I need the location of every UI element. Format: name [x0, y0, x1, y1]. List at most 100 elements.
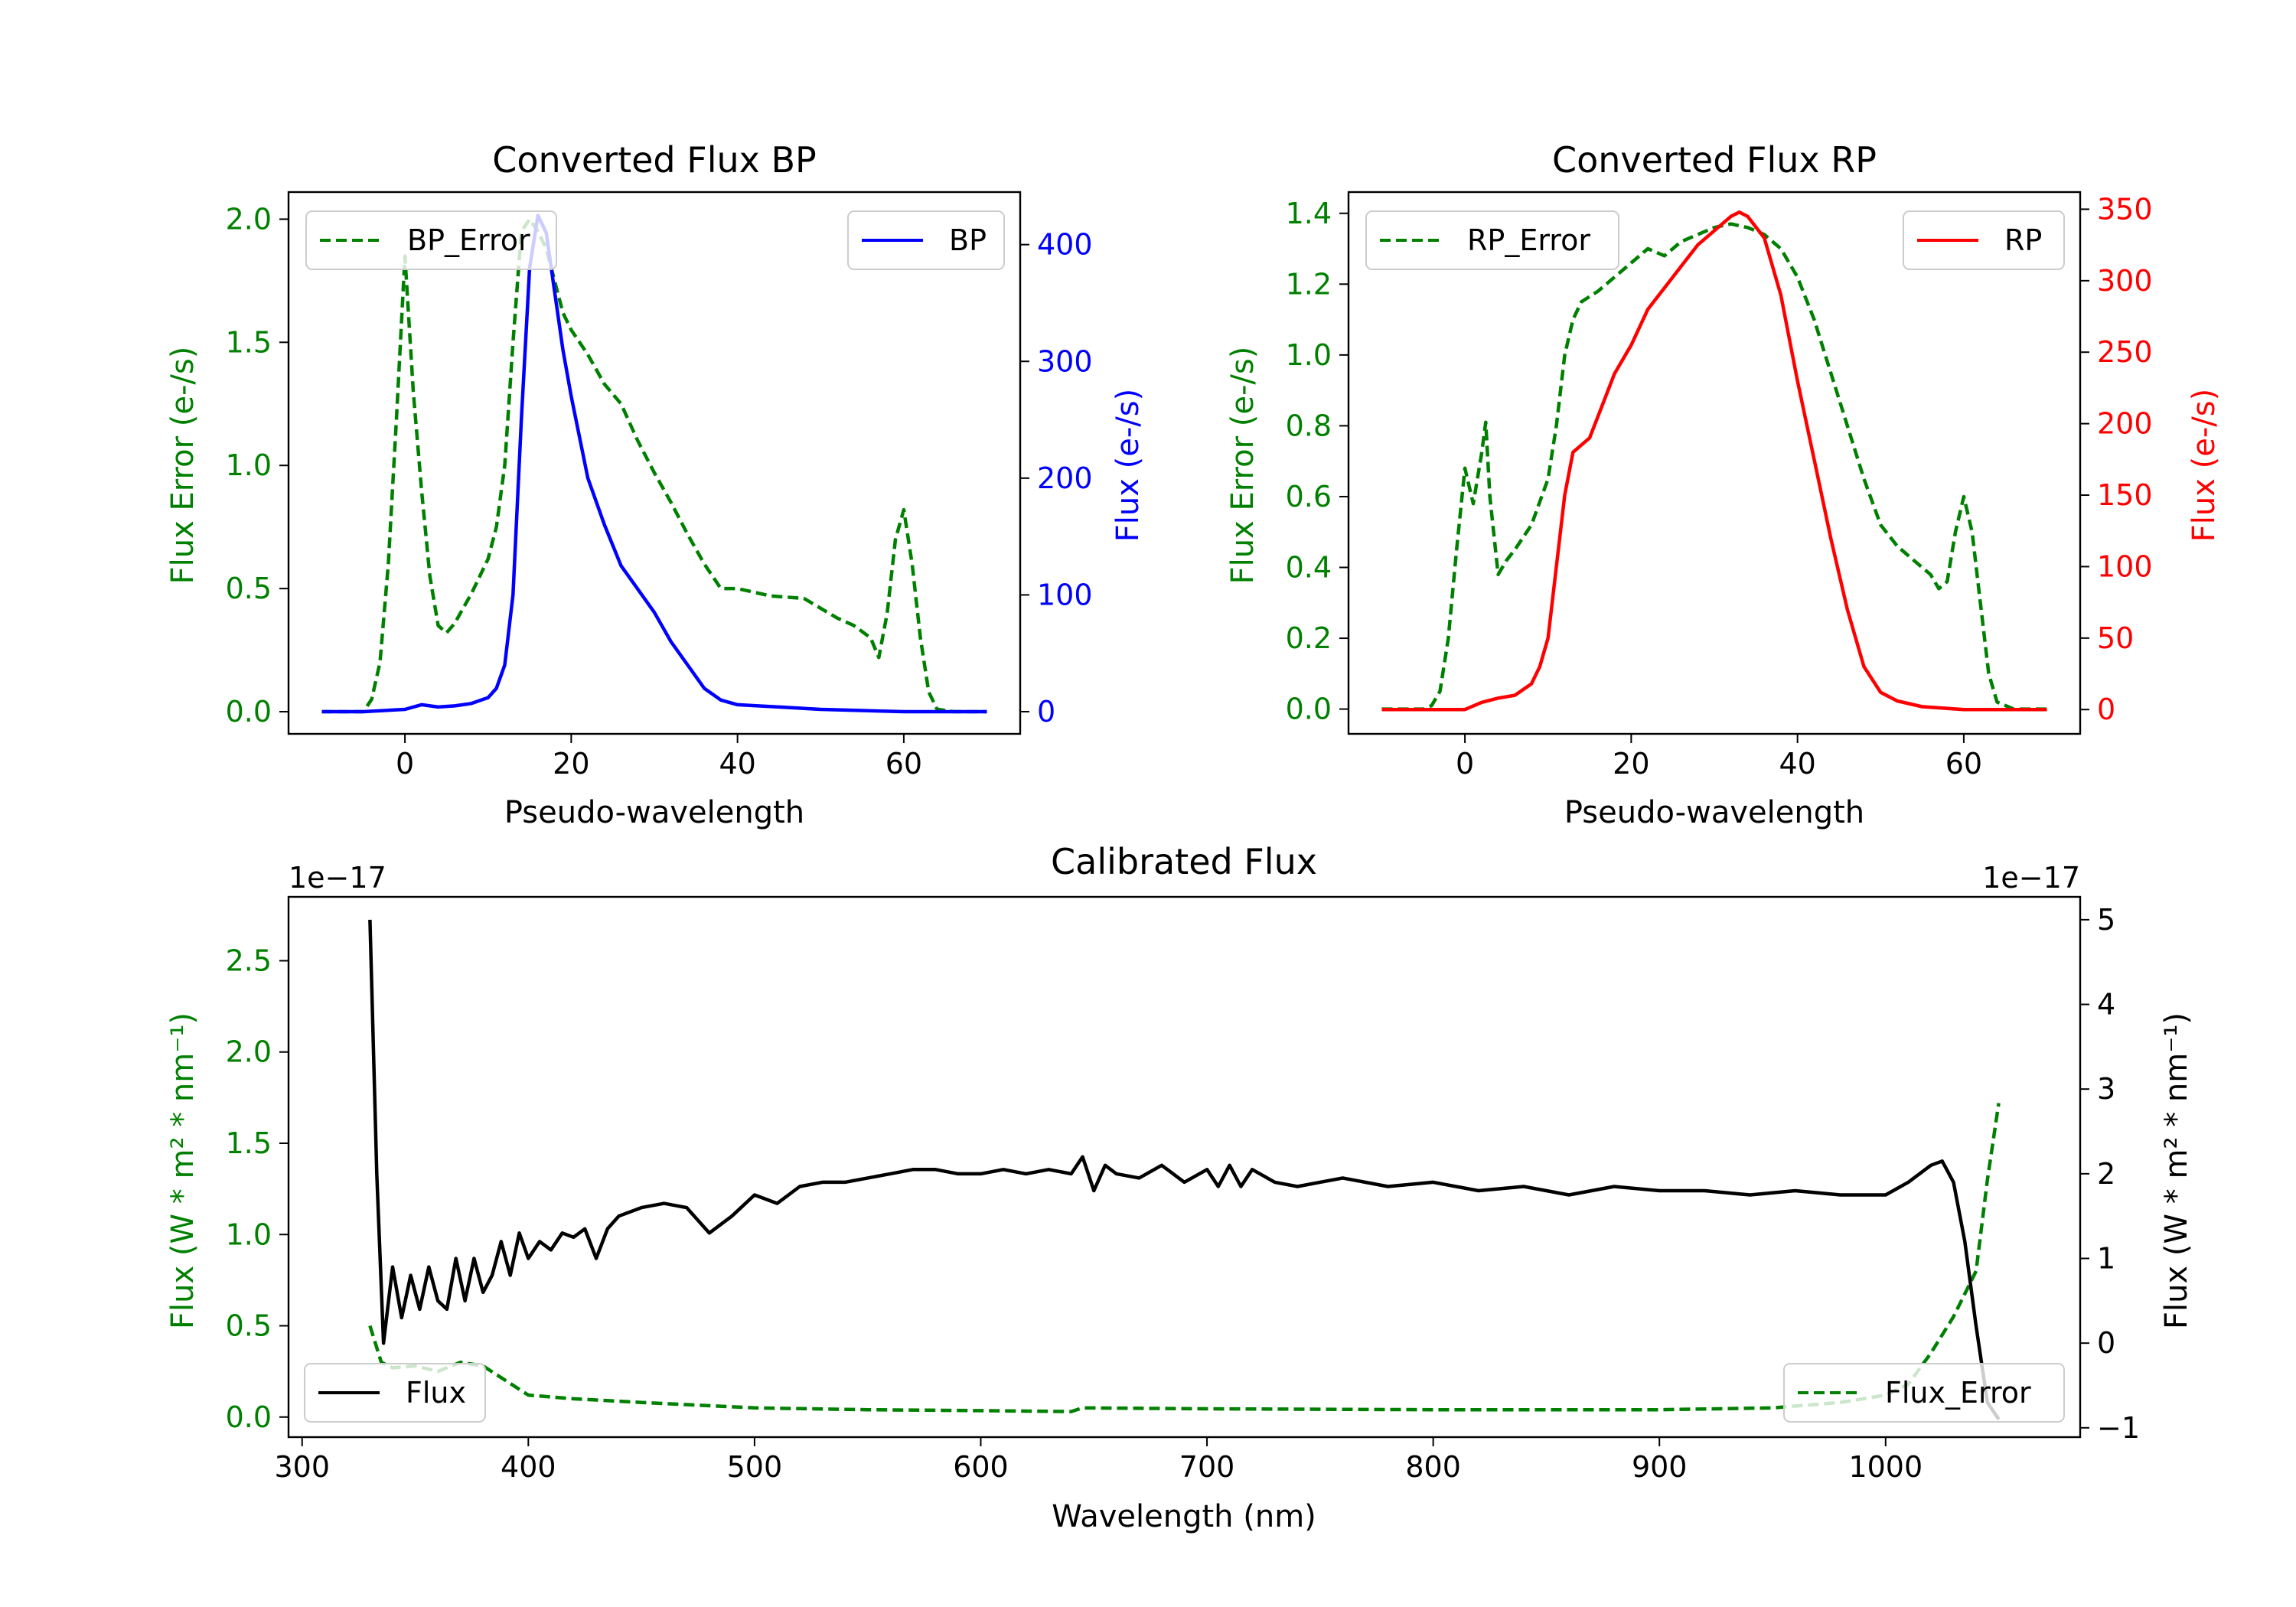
- series-line-rp-error: [1381, 222, 2047, 711]
- legend-label: Flux_Error: [1885, 1376, 2031, 1410]
- series-line-flux: [368, 919, 2001, 1421]
- x-tick-label: 0: [1456, 747, 1474, 781]
- y-tick-label-right: 100: [1037, 578, 1093, 611]
- y-tick-label-right: 1: [2097, 1242, 2115, 1276]
- legend-box: [305, 210, 557, 270]
- y-tick-label-left: 0.8: [1286, 409, 1332, 442]
- y-axis-label-right: Flux (e-/s): [2187, 389, 2222, 542]
- legend-rp-error: RP_Error: [1365, 210, 1619, 270]
- y-tick-label-left: 2.5: [226, 944, 272, 977]
- legend-rp: RP: [1903, 210, 2065, 270]
- series-line-rp: [1381, 210, 2047, 712]
- y-tick-label-left: 1.0: [1286, 338, 1332, 372]
- y-tick-label-left: 0.6: [1286, 480, 1332, 513]
- y-tick-label-right: 0: [2097, 1326, 2115, 1360]
- tick-layer: 0 20 40 60 0.0 0.2 0.4 0.6 0.8 1.0 1.2 1.4 0 50 100 150…: [1286, 192, 2153, 781]
- y-tick-label-right: 3: [2097, 1072, 2115, 1106]
- x-tick-label: 20: [553, 747, 589, 781]
- y-tick-label-right: 300: [2097, 264, 2153, 298]
- y-tick-label-right: 300: [1037, 344, 1093, 378]
- line-layer: [1381, 210, 2047, 712]
- x-tick-label: 20: [1613, 747, 1649, 781]
- y-tick-label-left: 0.5: [226, 572, 272, 605]
- panel-converted-flux-rp: Converted Flux RP Pseudo-wavelength Flux…: [1225, 139, 2222, 830]
- y-axis-label-right: Flux (W * m² * nm⁻¹): [2159, 1012, 2194, 1329]
- x-tick-label: 800: [1405, 1450, 1461, 1484]
- legend-label: BP_Error: [407, 223, 530, 257]
- offset-text-right: 1e−17: [1982, 861, 2080, 895]
- y-tick-label-left: 1.5: [226, 1126, 272, 1160]
- y-tick-label-right: 0: [1037, 695, 1055, 729]
- legend-label: Flux: [406, 1376, 466, 1410]
- y-tick-label-right: 50: [2097, 621, 2134, 655]
- y-axis-label-right: Flux (e-/s): [1110, 389, 1146, 542]
- y-tick-label-right: 100: [2097, 549, 2153, 583]
- y-tick-label-right: −1: [2097, 1411, 2140, 1445]
- x-axis-label: Pseudo-wavelength: [1564, 795, 1864, 830]
- legend-label: RP: [2004, 223, 2042, 257]
- plot-frame: [1347, 191, 2082, 735]
- y-tick-label-left: 1.0: [226, 1217, 272, 1251]
- tick-layer: 0 20 40 60 0.0 0.5 1.0 1.5 2.0 0 100 200 300 400: [226, 202, 1093, 781]
- x-tick-label: 900: [1632, 1450, 1688, 1484]
- y-tick-label-right: 5: [2097, 903, 2115, 937]
- legend-box: [304, 1363, 486, 1423]
- offset-text-left: 1e−17: [289, 861, 386, 895]
- legend-label: RP_Error: [1467, 223, 1590, 257]
- y-axis-label-left: Flux Error (e-/s): [165, 347, 201, 585]
- x-tick-label: 60: [1945, 747, 1982, 781]
- line-layer: [321, 214, 987, 714]
- y-tick-label-left: 2.0: [226, 202, 272, 236]
- series-line-bp: [321, 214, 987, 714]
- legend-bp-error: BP_Error: [305, 210, 557, 270]
- y-tick-label-left: 0.2: [1286, 621, 1332, 655]
- x-tick-label: 0: [396, 747, 414, 781]
- y-tick-label-left: 0.0: [226, 695, 272, 729]
- y-tick-label-left: 1.5: [226, 325, 272, 359]
- legend-flux-error: Flux_Error: [1783, 1363, 2065, 1423]
- legend-bp: BP: [847, 210, 1005, 270]
- y-tick-label-left: 2.0: [226, 1035, 272, 1069]
- legend-box: [1903, 210, 2065, 270]
- y-axis-label-left: Flux (W * m² * nm⁻¹): [165, 1012, 201, 1329]
- chart-title: Calibrated Flux: [1051, 841, 1317, 882]
- y-tick-label-right: 2: [2097, 1157, 2115, 1191]
- x-tick-label: 700: [1179, 1450, 1235, 1484]
- chart-title: Converted Flux RP: [1552, 139, 1877, 181]
- y-tick-label-left: 1.2: [1286, 267, 1332, 301]
- y-tick-label-right: 350: [2097, 192, 2153, 226]
- x-tick-label: 40: [1779, 747, 1815, 781]
- y-tick-label-right: 200: [1037, 461, 1093, 495]
- chart-title: Converted Flux BP: [492, 139, 817, 181]
- tick-layer: 300 400 500 600 700 800 900 1000 0.0 0.5 1.0 1.5 2.0…: [226, 903, 2140, 1484]
- y-axis-label-left: Flux Error (e-/s): [1225, 347, 1261, 585]
- x-tick-label: 300: [274, 1450, 330, 1484]
- x-tick-label: 60: [885, 747, 922, 781]
- legend-label: BP: [949, 223, 987, 257]
- x-tick-label: 500: [727, 1450, 783, 1484]
- y-tick-label-left: 1.4: [1286, 197, 1332, 230]
- y-tick-label-right: 150: [2097, 478, 2153, 512]
- y-tick-label-right: 400: [1037, 228, 1093, 262]
- y-tick-label-left: 0.0: [226, 1400, 272, 1434]
- y-tick-label-right: 4: [2097, 988, 2115, 1022]
- y-tick-label-right: 250: [2097, 335, 2153, 369]
- y-tick-label-left: 0.4: [1286, 551, 1332, 585]
- x-tick-label: 40: [719, 747, 755, 781]
- x-axis-label: Wavelength (nm): [1052, 1499, 1316, 1534]
- plot-frame: [287, 191, 1022, 735]
- y-tick-label-right: 200: [2097, 407, 2153, 441]
- x-tick-label: 400: [501, 1450, 556, 1484]
- legend-flux: Flux: [304, 1363, 486, 1423]
- y-tick-label-left: 1.0: [226, 448, 272, 482]
- y-tick-label-left: 0.0: [1286, 693, 1332, 726]
- panel-converted-flux-bp: Converted Flux BP Pseudo-wavelength Flux…: [165, 139, 1146, 830]
- legend-box: [1365, 210, 1619, 270]
- plot-frame: [287, 895, 2082, 1439]
- x-tick-label: 1000: [1848, 1450, 1923, 1484]
- legend-box: [847, 210, 1005, 270]
- y-tick-label-right: 0: [2097, 693, 2115, 726]
- y-tick-label-left: 0.5: [226, 1309, 272, 1343]
- x-tick-label: 600: [953, 1450, 1009, 1484]
